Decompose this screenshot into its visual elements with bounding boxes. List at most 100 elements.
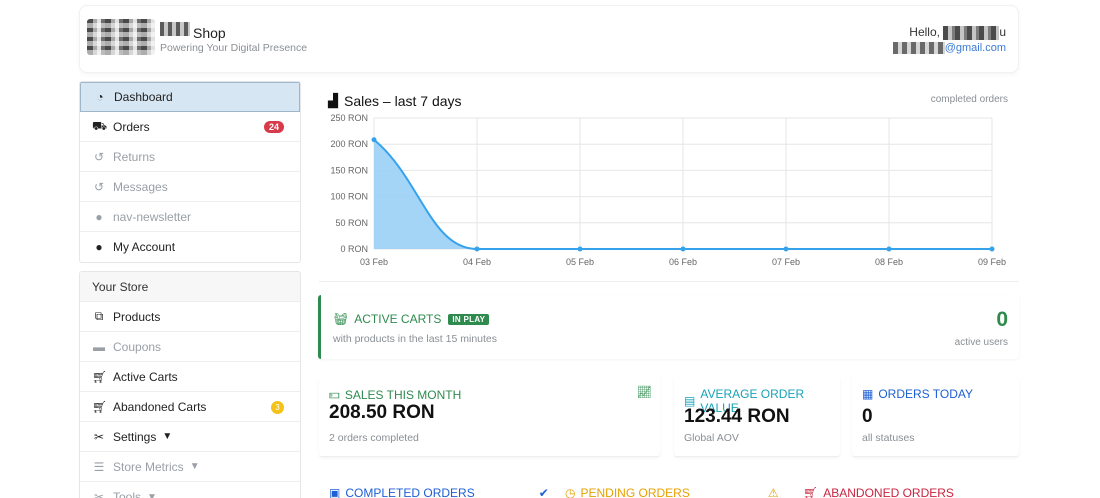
pending-orders-label: PENDING ORDERS [580,486,690,498]
cart-icon: 🛒︎ [92,369,108,384]
sidebar-item-abandoned-carts[interactable]: 🛒︎ Abandoned Carts 3 [80,392,300,422]
sidebar-item-label: Messages [113,179,168,194]
chart-note: completed orders [930,94,1008,105]
sidebar-item-tools[interactable]: ✂ Tools ▼ [80,482,300,498]
greeting-suffix: u [999,25,1006,39]
tools-icon: ✂ [93,429,105,444]
sidebar-main-group: ◔ Dashboard ⛟ Orders 24 ↺ Returns ↺ Mess… [79,81,301,263]
top-header: Shop Powering Your Digital Presence Hell… [79,5,1019,73]
sidebar-item-my-account[interactable]: ● My Account [80,232,300,262]
sidebar-item-label: Store Metrics [113,459,184,474]
undo-icon: ↺ [93,149,105,164]
chart-title: ▟ Sales – last 7 days [328,93,462,109]
sales-month-card: 💵︎ SALES THIS MONTH 📈︎ 208.50 RON 2 orde… [319,377,660,457]
orders-today-title-text: ORDERS TODAY [878,387,974,401]
in-play-badge: IN PLAY [448,313,490,325]
sales-chart: 0 RON 50 RON 100 RON 150 RON 200 RON 250 RON 0… [330,113,1006,267]
orders-today-sub: all statuses [862,432,915,444]
sidebar-item-label: My Account [113,240,176,254]
truck-icon: ⛟ [92,118,108,133]
check-circle-icon: ✔ [538,486,549,498]
series-area [374,139,992,249]
sales-month-title: 💵︎ SALES THIS MONTH [329,387,461,402]
y-tick-label: 250 RON [330,113,368,123]
x-tick-label: 06 Feb [669,257,697,267]
sidebar-item-label: Returns [113,149,156,164]
orders-today-card: ▦ ORDERS TODAY 0 all statuses [852,377,1019,457]
y-tick-label: 150 RON [330,165,368,175]
shop-name: Shop [193,25,226,41]
ticket-icon: ▬ [93,339,105,354]
sidebar-item-settings[interactable]: ✂ Settings ▼ [80,422,300,452]
x-tick-label: 05 Feb [566,257,594,267]
sidebar-item-returns[interactable]: ↺ Returns [80,142,300,172]
data-point [371,137,377,143]
sidebar-item-orders[interactable]: ⛟ Orders 24 [80,112,300,142]
sales-month-title-text: SALES THIS MONTH [344,387,462,402]
data-point [577,246,583,252]
sitemap-icon: ⧉ [94,309,104,323]
y-tick-label: 0 RON [340,244,368,254]
chevron-down-icon: ▼ [189,461,200,472]
chart-area-icon: ▟ [328,93,338,108]
aov-card: ▤ AVERAGE ORDER VALUE 123.44 RON Global … [674,377,840,457]
sales-month-value: 208.50 RON [329,402,435,423]
shop-tagline: Powering Your Digital Presence [160,42,308,54]
sidebar-item-label: Settings [113,429,157,444]
aov-value: 123.44 RON [684,406,790,427]
sidebar-item-label: Tools [113,490,142,498]
y-tick-label: 100 RON [330,192,368,202]
sales-month-sub: 2 orders completed [329,432,419,444]
users-icon: ● [95,209,103,224]
active-carts-subtitle: with products in the last 15 minutes [333,333,498,345]
sidebar-item-dashboard[interactable]: ◔ Dashboard [80,82,300,112]
y-tick-label: 200 RON [330,139,368,149]
shop-name-redacted [160,22,190,36]
sidebar-item-store-metrics[interactable]: ☰ Store Metrics ▼ [80,452,300,482]
dashboard-icon: ◔ [96,90,104,104]
money-icon: 💵︎ [329,387,340,401]
x-tick-label: 08 Feb [875,257,903,267]
user-gear-icon: ● [95,240,103,254]
active-carts-count: 0 [996,308,1008,331]
user-email[interactable]: @gmail.com [892,42,1006,55]
sidebar: ◔ Dashboard ⛟ Orders 24 ↺ Returns ↺ Mess… [79,81,301,498]
sidebar-item-products[interactable]: ⧉ Products [80,302,300,332]
aov-sub: Global AOV [684,432,739,444]
username-redacted [943,25,1000,40]
data-point [886,246,892,252]
active-carts-title-text: ACTIVE CARTS [354,312,442,326]
data-point [680,246,686,252]
data-point [474,246,480,252]
x-tick-label: 03 Feb [360,257,388,267]
sidebar-item-coupons[interactable]: ▬ Coupons [80,332,300,362]
x-tick-label: 04 Feb [463,257,491,267]
aov-title: ▤ AVERAGE ORDER VALUE [684,387,840,415]
calendar-icon: ▦ [862,387,874,401]
active-carts-count-label: active users [954,337,1008,348]
sidebar-item-messages[interactable]: ↺ Messages [80,172,300,202]
greeting-prefix: Hello, [909,25,940,39]
sidebar-section-header: Your Store [80,272,300,302]
completed-orders-heading: ▣ COMPLETED ORDERS ✔ [329,486,549,498]
user-greeting: Hello, u [909,25,1006,40]
sidebar-item-label: nav-newsletter [113,209,192,224]
orders-today-title: ▦ ORDERS TODAY [862,387,973,401]
chart-title-text: Sales – last 7 days [344,93,462,109]
shop-logo[interactable] [87,19,155,55]
aov-title-text: AVERAGE ORDER VALUE [700,387,805,415]
sidebar-item-label: Orders [113,119,150,134]
sidebar-item-label: Products [113,309,161,324]
sidebar-item-newsletter[interactable]: ● nav-newsletter [80,202,300,232]
email-redacted [892,42,945,55]
active-carts-card: 🧺︎ ACTIVE CARTS IN PLAY with products in… [318,295,1019,359]
orders-today-value: 0 [862,406,873,427]
sidebar-item-label: Abandoned Carts [113,399,207,414]
y-tick-label: 50 RON [335,218,368,228]
cart-icon: 🛒︎ [92,399,108,414]
receipt-icon: ▤ [684,394,696,408]
abandoned-orders-heading: 🛒︎ ABANDONED ORDERS [803,486,954,498]
tools-icon: ✂ [93,490,105,498]
sidebar-item-active-carts[interactable]: 🛒︎ Active Carts [80,362,300,392]
list-icon: ☰ [93,459,105,474]
